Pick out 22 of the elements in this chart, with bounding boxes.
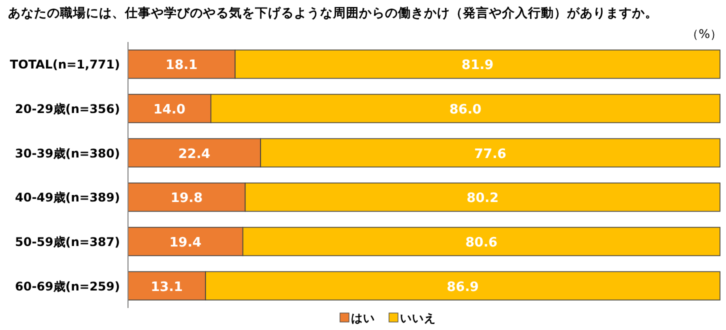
data-label: 81.9 [462, 58, 494, 74]
data-label: 19.4 [169, 236, 202, 250]
data-label: 19.8 [170, 191, 203, 206]
data-label: 22.4 [178, 146, 210, 162]
data-label: 80.2 [466, 191, 499, 206]
y-tick-label: 60-69歳(n=259) [15, 279, 120, 294]
text: （%） [686, 27, 722, 41]
y-tick-label: 30-39歳(n=380) [15, 146, 120, 160]
data-label: 18.1 [166, 58, 198, 74]
y-tick-label: 40-49歳(n=389) [15, 190, 120, 205]
legend-label: はい [351, 311, 375, 325]
data-label: 80.6 [465, 236, 498, 250]
legend-label: いいえ [400, 311, 436, 325]
y-tick-label: 20-29歳(n=356) [15, 102, 120, 116]
data-label: 86.9 [446, 280, 479, 295]
data-label: 14.0 [153, 102, 186, 118]
data-label: 77.6 [474, 146, 506, 162]
data-label: 86.0 [449, 102, 482, 118]
chart-title: あなたの職場には、仕事や学びのやる気を下げるような周囲からの働きかけ（発言や介入行動）がありますか。 [8, 5, 658, 20]
y-tick-label: 50-59歳(n=387) [15, 235, 120, 249]
data-label: 13.1 [150, 280, 183, 295]
y-tick-label: TOTAL(n=1,771) [10, 58, 120, 72]
